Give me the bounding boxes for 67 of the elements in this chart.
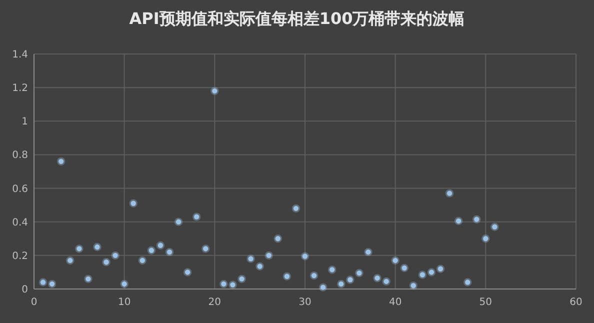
point xyxy=(318,283,328,292)
point xyxy=(165,248,174,256)
chart-title: API预期值和实际值每相差100万桶带来的波幅 xyxy=(129,9,465,28)
point xyxy=(391,256,400,265)
point xyxy=(220,280,228,288)
point xyxy=(75,244,84,253)
y-tick-label: 0.2 xyxy=(12,250,28,262)
point xyxy=(102,258,110,266)
x-tick-label: 50 xyxy=(479,297,492,308)
point xyxy=(427,268,436,276)
point xyxy=(238,274,246,284)
point xyxy=(93,242,102,252)
point xyxy=(66,256,74,265)
point xyxy=(328,266,336,274)
point xyxy=(373,274,382,282)
point xyxy=(464,278,472,286)
point xyxy=(482,234,490,243)
point xyxy=(120,280,128,288)
point xyxy=(292,204,300,213)
y-tick-label: 1.2 xyxy=(12,83,28,94)
point xyxy=(282,272,292,281)
point xyxy=(418,270,427,279)
point xyxy=(129,199,138,208)
point xyxy=(409,282,418,290)
point xyxy=(202,244,210,253)
point xyxy=(337,280,346,288)
point xyxy=(490,222,499,231)
point xyxy=(346,276,354,284)
y-tick-label: 1 xyxy=(22,116,28,128)
point xyxy=(57,157,66,166)
point xyxy=(111,251,120,260)
point xyxy=(210,86,219,96)
point xyxy=(38,278,48,286)
y-tick-label: 0.6 xyxy=(12,184,28,195)
point xyxy=(264,251,273,260)
y-tick-label: 0.4 xyxy=(12,217,28,228)
x-tick-label: 30 xyxy=(298,297,312,308)
point xyxy=(174,218,183,226)
point xyxy=(310,271,318,280)
y-tick-label: 0 xyxy=(22,284,28,296)
point xyxy=(274,234,282,243)
point xyxy=(156,241,165,250)
point xyxy=(364,248,372,256)
x-tick-label: 0 xyxy=(30,297,38,308)
y-tick-label: 1.4 xyxy=(12,50,28,60)
point xyxy=(138,256,146,265)
point xyxy=(84,274,92,284)
point xyxy=(48,280,56,288)
x-tick-label: 20 xyxy=(208,297,222,308)
x-tick-label: 40 xyxy=(388,297,402,308)
point xyxy=(300,252,310,260)
point xyxy=(445,189,454,198)
point xyxy=(228,280,237,289)
point xyxy=(192,212,201,221)
point xyxy=(256,262,264,270)
x-tick-label: 10 xyxy=(118,297,131,308)
point xyxy=(355,268,364,278)
point xyxy=(454,216,463,226)
point xyxy=(246,254,255,263)
point xyxy=(472,215,481,224)
point xyxy=(147,246,156,254)
y-tick-label: 0.8 xyxy=(12,150,28,162)
point xyxy=(183,268,192,276)
point xyxy=(400,264,408,272)
x-tick-label: 60 xyxy=(570,297,582,308)
point xyxy=(436,264,445,273)
point xyxy=(382,277,390,286)
